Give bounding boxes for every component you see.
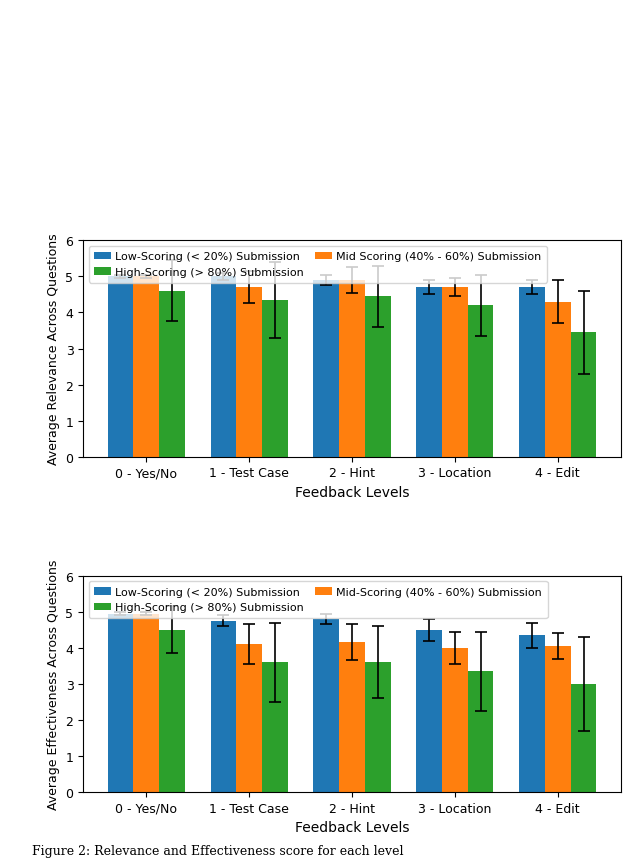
- Bar: [545, 647, 571, 792]
- Legend: Low-Scoring (< 20%) Submission, High-Scoring (> 80%) Submission, Mid-Scoring (40: Low-Scoring (< 20%) Submission, High-Sco…: [89, 581, 548, 618]
- Bar: [108, 614, 133, 792]
- Y-axis label: Average Relevance Across Questions: Average Relevance Across Questions: [47, 233, 60, 465]
- Bar: [339, 642, 365, 792]
- Bar: [416, 630, 442, 792]
- Text: Figure 2: Relevance and Effectiveness score for each level: Figure 2: Relevance and Effectiveness sc…: [32, 844, 403, 857]
- Bar: [236, 644, 262, 792]
- Bar: [442, 288, 468, 457]
- Bar: [416, 288, 442, 457]
- Bar: [314, 619, 339, 792]
- Bar: [108, 277, 133, 457]
- Title: (a) Relevance: (a) Relevance: [285, 768, 419, 786]
- X-axis label: Feedback Levels: Feedback Levels: [295, 821, 409, 834]
- Bar: [442, 648, 468, 792]
- Bar: [314, 281, 339, 457]
- X-axis label: Feedback Levels: Feedback Levels: [295, 486, 409, 499]
- Bar: [365, 297, 390, 457]
- Bar: [211, 621, 236, 792]
- Bar: [519, 288, 545, 457]
- Bar: [262, 300, 288, 457]
- Bar: [468, 672, 493, 792]
- Bar: [133, 277, 159, 457]
- Bar: [236, 288, 262, 457]
- Bar: [262, 662, 288, 792]
- Bar: [339, 281, 365, 457]
- Y-axis label: Average Effectiveness Across Questions: Average Effectiveness Across Questions: [47, 559, 60, 809]
- Bar: [545, 302, 571, 457]
- Bar: [571, 333, 596, 457]
- Bar: [365, 662, 390, 792]
- Bar: [159, 292, 185, 457]
- Bar: [519, 635, 545, 792]
- Bar: [159, 630, 185, 792]
- Bar: [468, 306, 493, 457]
- Bar: [211, 277, 236, 457]
- Bar: [571, 684, 596, 792]
- Bar: [133, 614, 159, 792]
- Legend: Low-Scoring (< 20%) Submission, High-Scoring (> 80%) Submission, Mid Scoring (40: Low-Scoring (< 20%) Submission, High-Sco…: [89, 246, 547, 283]
